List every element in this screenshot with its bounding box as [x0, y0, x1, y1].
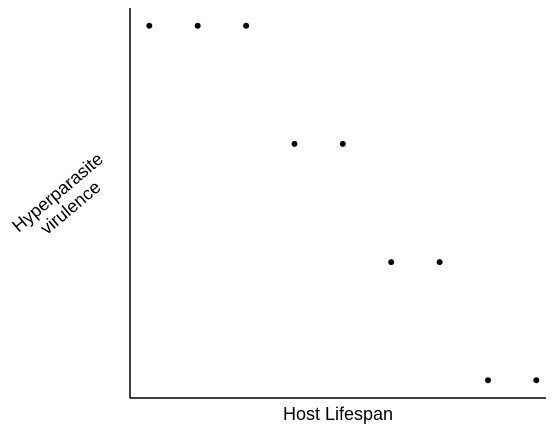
- data-point: [243, 22, 250, 29]
- data-point: [291, 140, 298, 147]
- x-axis-label: Host Lifespan: [283, 404, 393, 424]
- data-point: [388, 259, 395, 266]
- data-point: [436, 259, 443, 266]
- data-point: [485, 377, 491, 384]
- data-point: [146, 22, 153, 29]
- data-point: [194, 22, 201, 29]
- plot-area: [129, 8, 546, 399]
- data-point: [533, 377, 540, 384]
- data-points: [146, 22, 540, 384]
- y-axis-label: Hyperparasite virulence: [8, 149, 107, 239]
- data-point: [339, 140, 346, 147]
